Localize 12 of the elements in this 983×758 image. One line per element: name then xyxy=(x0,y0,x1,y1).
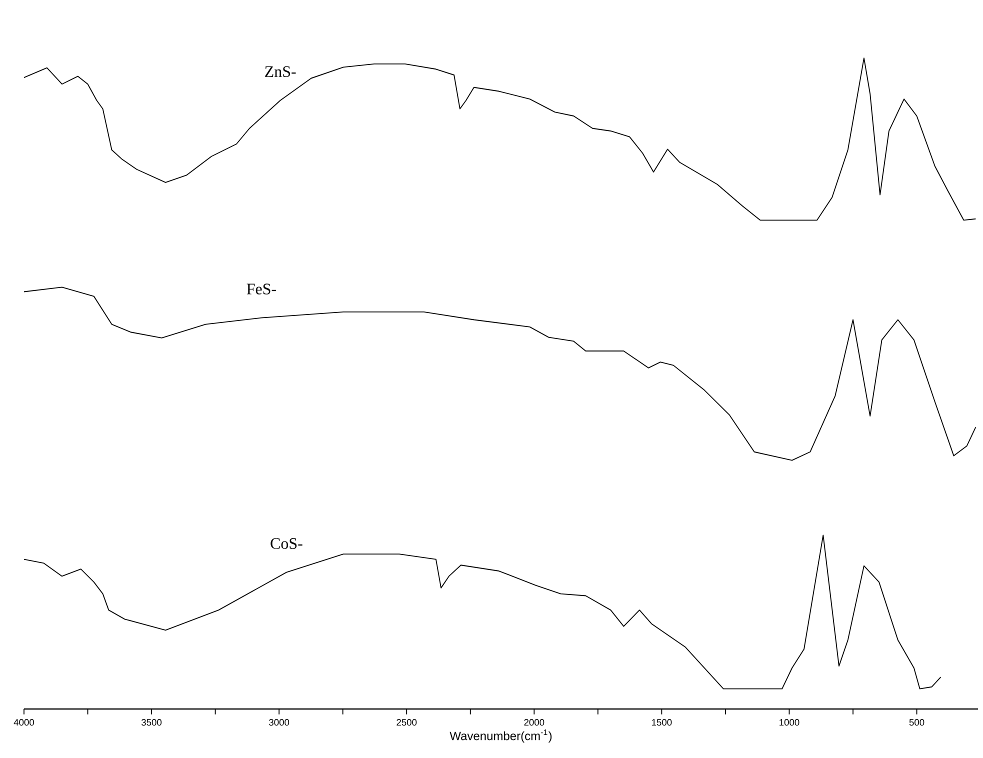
x-tick-label: 3000 xyxy=(269,719,290,726)
x-axis-title: Wavenumber(cm$^{-1}$) xyxy=(450,729,552,743)
series-label: CoS- xyxy=(270,538,302,549)
series-label: ZnS- xyxy=(265,66,296,77)
x-tick-label: 1500 xyxy=(652,719,672,726)
x-tick-label: 2000 xyxy=(524,719,544,726)
x-tick-label: 2500 xyxy=(396,719,417,726)
x-tick-label: 1000 xyxy=(780,719,800,726)
series-label: FeS- xyxy=(246,284,276,294)
x-tick-label: 500 xyxy=(909,719,924,726)
x-tick-label: 3500 xyxy=(142,719,162,726)
x-tick-label: 4000 xyxy=(14,719,34,726)
